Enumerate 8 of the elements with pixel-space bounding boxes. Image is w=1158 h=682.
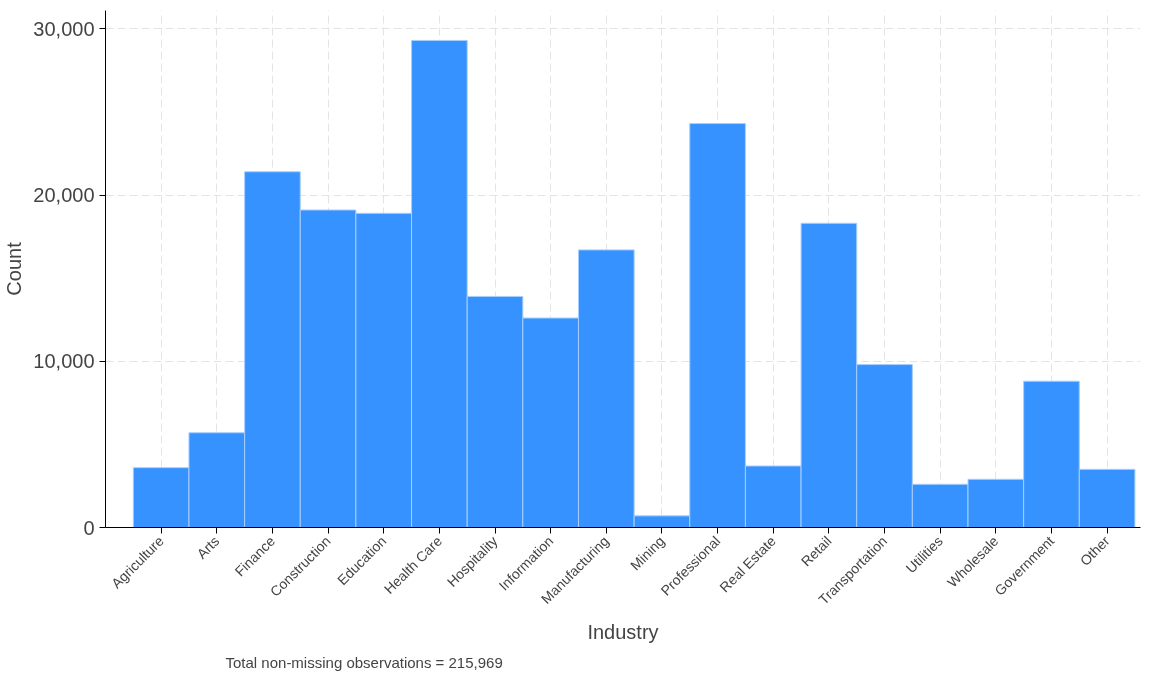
x-axis-title: Industry [587,621,659,644]
y-tick-label: 0 [83,516,95,539]
y-tick-label: 10,000 [33,350,95,373]
x-tick-label: Arts [193,532,223,562]
y-axis-title: Count [3,241,26,296]
y-tick-label: 30,000 [33,17,95,40]
text: Total non-missing observations = 215,969 [225,653,503,671]
y-tick-label: 20,000 [33,184,95,207]
